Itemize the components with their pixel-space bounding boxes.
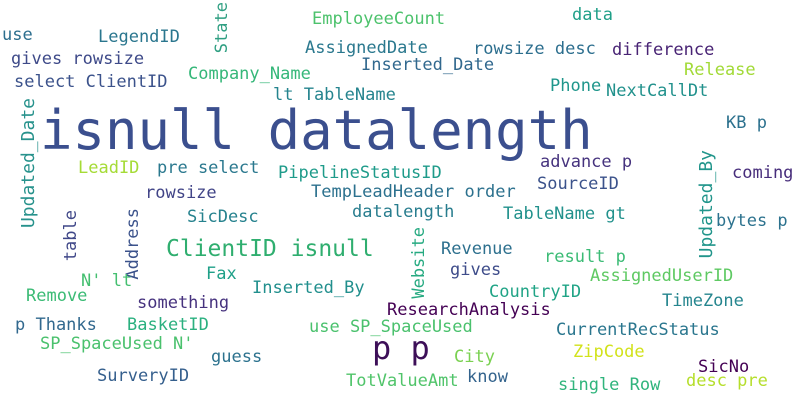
word-company-name: Company_Name <box>188 64 311 84</box>
word-updated-date: Updated_Date <box>18 98 39 229</box>
word-rowsize-desc: rowsize desc <box>473 39 596 59</box>
word-sicno: SicNo <box>698 357 750 377</box>
word-website: Website <box>409 227 429 299</box>
word-fax: Fax <box>206 264 237 284</box>
word-something: something <box>137 293 230 313</box>
word-inserted-by: Inserted_By <box>252 278 365 298</box>
word-tablename-gt: TableName gt <box>503 204 626 224</box>
word-guess: guess <box>211 347 263 367</box>
word-n-lt: N' lt <box>81 271 133 291</box>
word-coming: coming <box>732 163 794 183</box>
word-revenue: Revenue <box>441 239 513 259</box>
word-address: Address <box>123 208 143 280</box>
word-sourceid: SourceID <box>537 174 619 194</box>
word-isnull-datalength: isnull datalength <box>40 99 593 162</box>
word-sicdesc: SicDesc <box>187 207 259 227</box>
word-city: City <box>454 347 495 367</box>
word-lt-tablename: lt TableName <box>273 85 396 105</box>
word-clientid-isnull: ClientID isnull <box>166 236 374 262</box>
word-data: data <box>572 5 613 25</box>
word-use-sp-spaceused: use SP_SpaceUsed <box>309 317 473 337</box>
word-templeadheader-order: TempLeadHeader order <box>311 182 516 202</box>
word-zipcode: ZipCode <box>573 342 645 362</box>
word-release: Release <box>684 60 756 80</box>
word-p-p: p p <box>372 329 430 367</box>
word-datalength: datalength <box>352 202 455 222</box>
word-legendid: LegendID <box>98 27 180 47</box>
word-single-row: single Row <box>558 375 661 395</box>
word-know: know <box>467 367 508 387</box>
word-pre-select: pre select <box>157 158 260 178</box>
word-basketid: BasketID <box>127 315 209 335</box>
word-leadid: LeadID <box>78 158 140 178</box>
word-use: use <box>2 25 33 45</box>
word-inserted-date: Inserted_Date <box>361 55 495 75</box>
word-table: table <box>61 210 81 262</box>
word-desc-pre: desc pre <box>686 371 768 391</box>
word-pipelinestatusid: PipelineStatusID <box>278 163 442 183</box>
word-updated-by: Updated_By <box>696 150 717 259</box>
word-remove: Remove <box>26 286 88 306</box>
word-bytes-p: bytes p <box>716 211 788 231</box>
word-researchanalysis: ResearchAnalysis <box>387 300 551 320</box>
word-sp-spaceused-n: SP_SpaceUsed N' <box>40 334 194 354</box>
word-timezone: TimeZone <box>662 291 744 311</box>
word-assigneddate: AssignedDate <box>305 38 428 58</box>
word-totvalueamt: TotValueAmt <box>346 371 459 391</box>
word-gives: gives <box>450 260 502 280</box>
word-assigneduserid: AssignedUserID <box>590 266 734 286</box>
word-currentrecstatus: CurrentRecStatus <box>556 320 720 340</box>
word-employeecount: EmployeeCount <box>312 9 446 29</box>
word-kb-p: KB p <box>726 113 767 133</box>
word-select-clientid: select ClientID <box>14 72 168 92</box>
word-rowsize: rowsize <box>145 183 217 203</box>
word-surveryid: SurveryID <box>97 366 190 386</box>
word-countryid: CountryID <box>489 282 582 302</box>
word-nextcalldt: NextCallDt <box>606 81 709 101</box>
word-difference: difference <box>612 40 715 60</box>
word-p-thanks: p Thanks <box>15 315 97 335</box>
word-phone: Phone <box>550 76 602 96</box>
word-gives-rowsize: gives rowsize <box>11 49 145 69</box>
word-advance-p: advance p <box>540 152 633 172</box>
word-result-p: result p <box>544 247 626 267</box>
word-state: State <box>212 2 232 54</box>
